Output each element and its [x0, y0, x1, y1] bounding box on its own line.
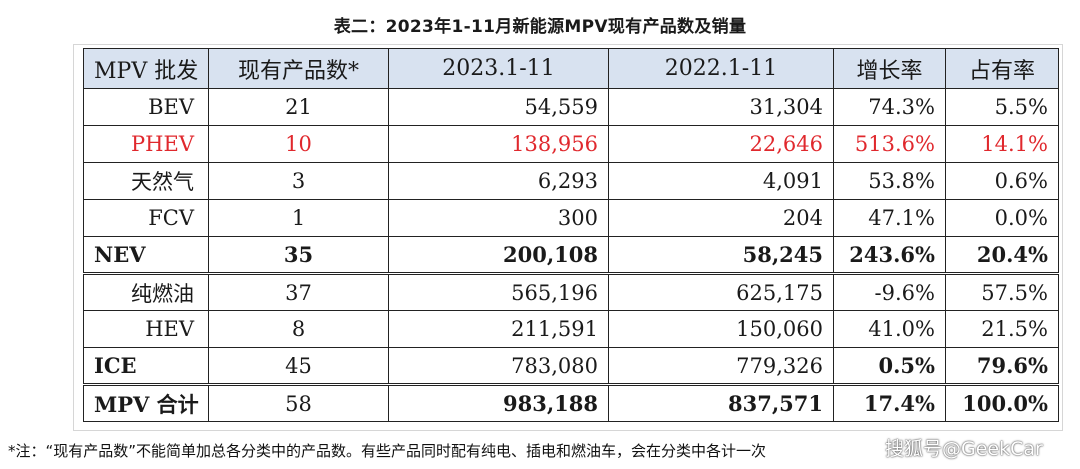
cell-share: 14.1%	[945, 125, 1059, 163]
cell-growth: 47.1%	[833, 199, 946, 237]
cell-category: ICE	[83, 347, 209, 385]
cell-growth: 513.6%	[833, 125, 946, 163]
cell-category: PHEV	[83, 125, 209, 163]
cell-category: FCV	[83, 199, 209, 237]
cell-2023: 300	[388, 199, 609, 237]
cell-product-count: 3	[208, 162, 389, 200]
table-row-ice-only: 纯燃油 37 565,196 625,175 -9.6% 57.5%	[83, 272, 1059, 311]
table-row-fcv: FCV 1 300 204 47.1% 0.0%	[83, 199, 1059, 237]
cell-product-count: 58	[208, 383, 389, 422]
cell-growth: 0.5%	[833, 347, 946, 385]
cell-2022: 625,175	[608, 272, 834, 311]
footnote: *注：“现有产品数”不能简单加总各分类中的产品数。有些产品同时配有纯电、插电和燃…	[8, 442, 767, 460]
cell-share: 20.4%	[945, 236, 1059, 274]
table-row-total: MPV 合计 58 983,188 837,571 17.4% 100.0%	[83, 383, 1059, 422]
cell-growth: 74.3%	[833, 88, 946, 126]
cell-share: 100.0%	[945, 383, 1059, 422]
header-growth: 增长率	[833, 48, 946, 89]
cell-2022: 204	[608, 199, 834, 237]
cell-2022: 150,060	[608, 310, 834, 348]
cell-share: 0.6%	[945, 162, 1059, 200]
cell-2023: 983,188	[388, 383, 609, 422]
cell-share: 57.5%	[945, 272, 1059, 311]
cell-2022: 779,326	[608, 347, 834, 385]
cell-category: 纯燃油	[83, 272, 209, 311]
cell-growth: 41.0%	[833, 310, 946, 348]
table-row-nev: NEV 35 200,108 58,245 243.6% 20.4%	[83, 236, 1059, 274]
cell-2023: 54,559	[388, 88, 609, 126]
cell-growth: 243.6%	[833, 236, 946, 274]
cell-2023: 783,080	[388, 347, 609, 385]
cell-category: HEV	[83, 310, 209, 348]
cell-2022: 22,646	[608, 125, 834, 163]
table-row-phev: PHEV 10 138,956 22,646 513.6% 14.1%	[83, 125, 1059, 163]
cell-share: 5.5%	[945, 88, 1059, 126]
cell-product-count: 37	[208, 272, 389, 311]
cell-product-count: 21	[208, 88, 389, 126]
cell-category: NEV	[83, 236, 209, 274]
cell-2022: 31,304	[608, 88, 834, 126]
header-share: 占有率	[945, 48, 1059, 89]
header-2022: 2022.1-11	[608, 48, 834, 89]
cell-product-count: 1	[208, 199, 389, 237]
cell-category: MPV 合计	[83, 383, 209, 422]
cell-product-count: 10	[208, 125, 389, 163]
cell-2022: 4,091	[608, 162, 834, 200]
cell-category: 天然气	[83, 162, 209, 200]
cell-category: BEV	[83, 88, 209, 126]
table-row-bev: BEV 21 54,559 31,304 74.3% 5.5%	[83, 88, 1059, 126]
cell-growth: 53.8%	[833, 162, 946, 200]
table-row-cng: 天然气 3 6,293 4,091 53.8% 0.6%	[83, 162, 1059, 200]
header-2023: 2023.1-11	[388, 48, 609, 89]
watermark-text: 搜狐号@GeekCar	[885, 438, 1043, 460]
table-title: 表二：2023年1-11月新能源MPV现有产品数及销量	[333, 17, 747, 37]
cell-2023: 211,591	[388, 310, 609, 348]
cell-2023: 565,196	[388, 272, 609, 311]
cell-share: 0.0%	[945, 199, 1059, 237]
cell-product-count: 45	[208, 347, 389, 385]
cell-2023: 138,956	[388, 125, 609, 163]
cell-2023: 6,293	[388, 162, 609, 200]
sales-table: MPV 批发 现有产品数* 2023.1-11 2022.1-11 增长率 占有…	[83, 48, 1059, 422]
cell-2022: 837,571	[608, 383, 834, 422]
cell-share: 21.5%	[945, 310, 1059, 348]
cell-product-count: 8	[208, 310, 389, 348]
cell-2023: 200,108	[388, 236, 609, 274]
cell-2022: 58,245	[608, 236, 834, 274]
cell-growth: -9.6%	[833, 272, 946, 311]
cell-share: 79.6%	[945, 347, 1059, 385]
table-row-hev: HEV 8 211,591 150,060 41.0% 21.5%	[83, 310, 1059, 348]
header-category: MPV 批发	[83, 48, 209, 89]
cell-growth: 17.4%	[833, 383, 946, 422]
table-row-ice: ICE 45 783,080 779,326 0.5% 79.6%	[83, 347, 1059, 385]
cell-product-count: 35	[208, 236, 389, 274]
header-row: MPV 批发 现有产品数* 2023.1-11 2022.1-11 增长率 占有…	[83, 48, 1059, 89]
header-product-count: 现有产品数*	[208, 48, 389, 89]
